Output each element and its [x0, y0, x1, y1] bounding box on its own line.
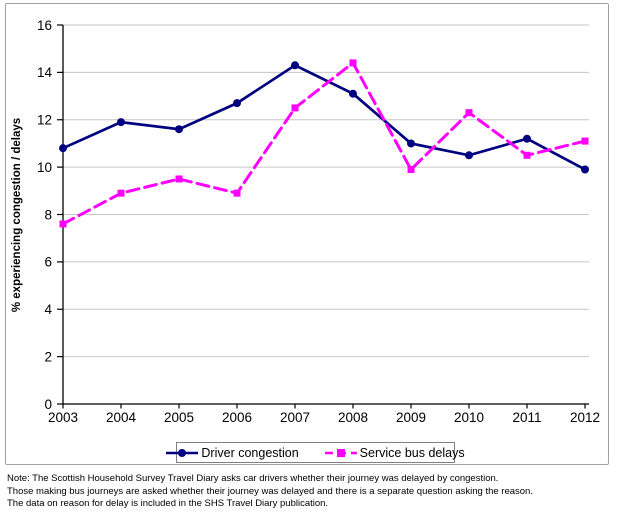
data-point-marker	[523, 151, 531, 159]
data-point-marker	[175, 125, 183, 134]
series-line-0	[61, 63, 587, 171]
y-tick-label: 16	[37, 18, 52, 33]
x-tick-label: 2007	[280, 410, 310, 425]
data-point-marker	[291, 104, 299, 112]
note-line: Note: The Scottish Household Survey Trav…	[7, 473, 499, 484]
legend-item-driver-congestion: Driver congestion	[166, 445, 299, 460]
data-point-marker	[465, 151, 473, 160]
y-axis-title: % experiencing congestion / delays	[11, 118, 23, 312]
y-tick-label: 10	[37, 160, 52, 175]
x-tick-label: 2003	[48, 410, 78, 425]
y-tick-label: 14	[37, 65, 53, 80]
data-point-marker	[233, 189, 241, 197]
legend-item-service-bus-delays: Service bus delays	[324, 445, 465, 460]
data-point-marker	[407, 165, 415, 173]
x-tick-label: 2008	[338, 410, 368, 425]
y-tick-label: 6	[44, 255, 52, 270]
x-tick-label: 2009	[396, 410, 426, 425]
legend-label: Service bus delays	[359, 445, 465, 460]
legend: Driver congestion Service bus delays	[166, 442, 465, 463]
series-line-1	[61, 60, 587, 226]
data-point-marker	[117, 189, 125, 197]
y-tick-label: 12	[37, 113, 52, 128]
data-point-marker	[349, 59, 357, 67]
x-tick-label: 2006	[222, 410, 252, 425]
x-tick-label: 2012	[570, 410, 600, 425]
y-tick-label: 8	[44, 207, 52, 222]
y-tick-label: 0	[44, 397, 52, 412]
y-tick-label: 2	[44, 349, 52, 364]
legend-label: Driver congestion	[201, 445, 299, 460]
data-point-marker	[581, 137, 589, 145]
data-point-marker	[523, 134, 531, 143]
x-tick-label: 2005	[164, 410, 194, 425]
line-circle-marker-icon	[166, 447, 199, 459]
note-line: Those making bus journeys are asked whet…	[7, 485, 533, 497]
x-tick-label: 2010	[454, 410, 484, 425]
dashed-line-square-marker-icon	[324, 447, 357, 459]
x-tick-label: 2004	[106, 410, 137, 425]
data-point-marker	[233, 99, 241, 108]
note-line: The data on reason for delay is included…	[7, 498, 329, 509]
data-point-marker	[175, 175, 183, 183]
data-point-marker	[407, 139, 415, 148]
data-point-marker	[59, 144, 67, 153]
data-point-marker	[291, 61, 299, 70]
chart-notes: Note: The Scottish Household Survey Trav…	[7, 473, 607, 511]
data-point-marker	[349, 89, 357, 98]
data-point-marker	[465, 109, 473, 117]
data-point-marker	[581, 165, 589, 174]
y-tick-label: 4	[44, 302, 52, 317]
data-point-marker	[59, 220, 67, 228]
data-point-marker	[117, 118, 125, 127]
chart-frame	[5, 3, 609, 465]
x-tick-label: 2011	[512, 410, 541, 425]
